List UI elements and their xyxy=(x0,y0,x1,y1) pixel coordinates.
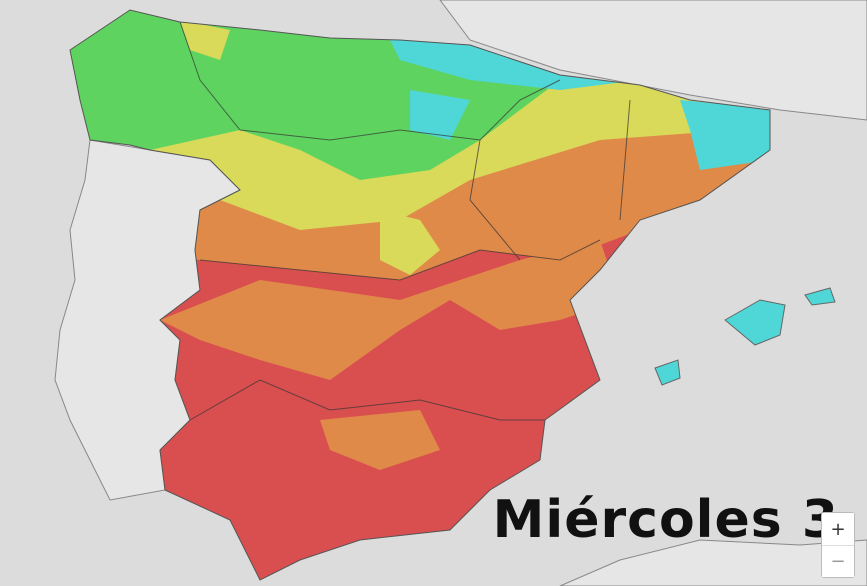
ibiza xyxy=(654,359,681,386)
zoom-out[interactable]: − xyxy=(822,545,854,577)
africa xyxy=(559,539,867,586)
day-label: Miércoles 3 xyxy=(492,490,839,550)
zoom-in[interactable]: + xyxy=(822,513,854,545)
zoom-control: + − xyxy=(821,512,855,578)
france xyxy=(439,0,867,121)
menorca xyxy=(804,287,836,306)
region-borders xyxy=(179,21,631,421)
spain-outline xyxy=(69,9,771,581)
mallorca xyxy=(724,299,786,346)
